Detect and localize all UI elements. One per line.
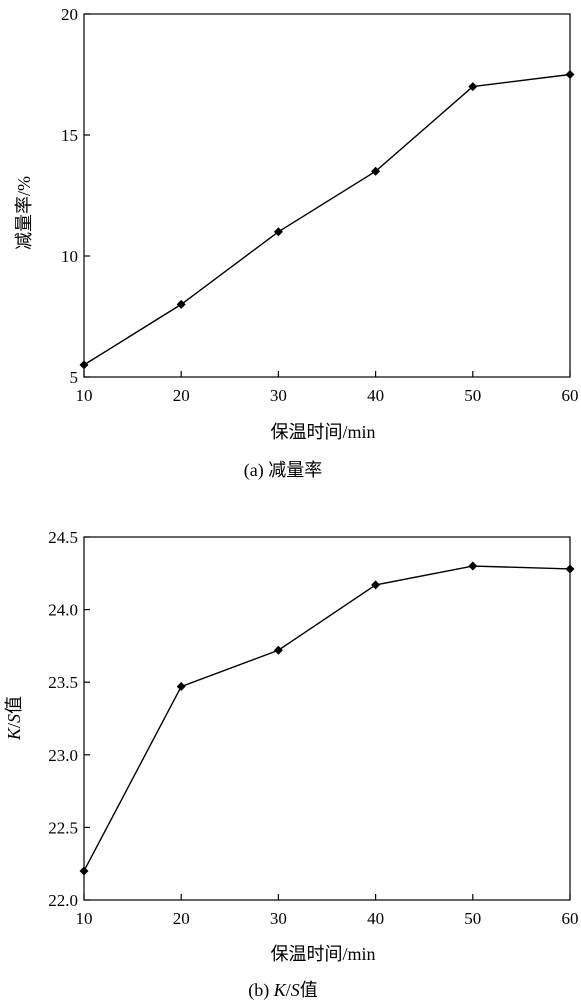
chart-a-x-axis-label: 保温时间/min	[270, 422, 375, 442]
y-tick-label: 24.0	[48, 601, 78, 620]
chart-b-y-ticks: 22.0 22.5 23.0 23.5 24.0 24.5	[48, 528, 90, 910]
chart-b: 22.0 22.5 23.0 23.5 24.0 24.5 10 20 30 40 50 60 保温…	[4, 528, 579, 1000]
x-tick-label: 50	[464, 909, 481, 928]
chart-b-caption: (b) K/S值	[248, 980, 318, 1000]
data-point-marker	[468, 561, 478, 571]
chart-b-caption-suffix: 值	[300, 980, 318, 1000]
chart-b-caption-k: K	[273, 980, 287, 1000]
y-tick-label: 23.0	[48, 746, 78, 765]
y-tick-label: 23.5	[48, 673, 78, 692]
y-tick-label: 15	[61, 126, 78, 145]
chart-a-points	[79, 70, 575, 370]
x-tick-label: 60	[562, 909, 579, 928]
x-tick-label: 10	[76, 909, 93, 928]
y-tick-label: 24.5	[48, 528, 78, 547]
chart-b-y-axis-label-sep: /	[4, 723, 24, 728]
chart-a-y-axis-label: 减量率/%	[14, 176, 34, 250]
y-tick-label: 10	[61, 247, 78, 266]
x-tick-label: 20	[173, 386, 190, 405]
data-point-marker	[79, 360, 89, 370]
chart-a-x-ticks: 10 20 30 40 50 60	[76, 371, 579, 405]
x-tick-label: 50	[464, 386, 481, 405]
data-point-marker	[273, 645, 283, 655]
chart-b-x-ticks: 10 20 30 40 50 60	[76, 894, 579, 928]
chart-b-points	[79, 561, 575, 876]
chart-b-y-axis-label: K/S值	[4, 696, 24, 741]
x-tick-label: 60	[562, 386, 579, 405]
data-point-marker	[176, 299, 186, 309]
y-tick-label: 5	[70, 368, 79, 387]
x-tick-label: 20	[173, 909, 190, 928]
y-tick-label: 20	[61, 5, 78, 24]
data-point-marker	[176, 682, 186, 692]
chart-b-caption-s: S	[291, 980, 300, 1000]
data-point-marker	[79, 866, 89, 876]
chart-a-caption: (a) 减量率	[244, 460, 322, 481]
chart-b-caption-sep: /	[286, 980, 291, 1000]
chart-b-caption-prefix: (b)	[248, 980, 274, 1000]
x-tick-label: 10	[76, 386, 93, 405]
chart-b-y-axis-label-suffix: 值	[4, 696, 24, 714]
chart-b-y-axis-label-k: K	[4, 727, 24, 741]
chart-b-series-line	[83, 565, 571, 872]
data-point-marker	[565, 564, 575, 574]
chart-a-series-line	[83, 73, 571, 366]
x-tick-label: 40	[367, 909, 384, 928]
x-tick-label: 40	[367, 386, 384, 405]
x-tick-label: 30	[270, 909, 287, 928]
data-point-marker	[565, 70, 575, 79]
chart-b-frame	[83, 536, 571, 901]
chart-a-y-ticks: 5 10 15 20	[61, 5, 90, 387]
x-tick-label: 30	[270, 386, 287, 405]
chart-a-frame	[83, 13, 571, 378]
y-tick-label: 22.5	[48, 818, 78, 837]
data-point-marker	[273, 227, 283, 237]
data-point-marker	[371, 166, 381, 176]
data-point-marker	[371, 580, 381, 590]
data-point-marker	[468, 82, 478, 92]
chart-b-y-axis-label-s: S	[4, 714, 24, 723]
y-tick-label: 22.0	[48, 891, 78, 910]
chart-b-x-axis-label: 保温时间/min	[270, 944, 375, 964]
